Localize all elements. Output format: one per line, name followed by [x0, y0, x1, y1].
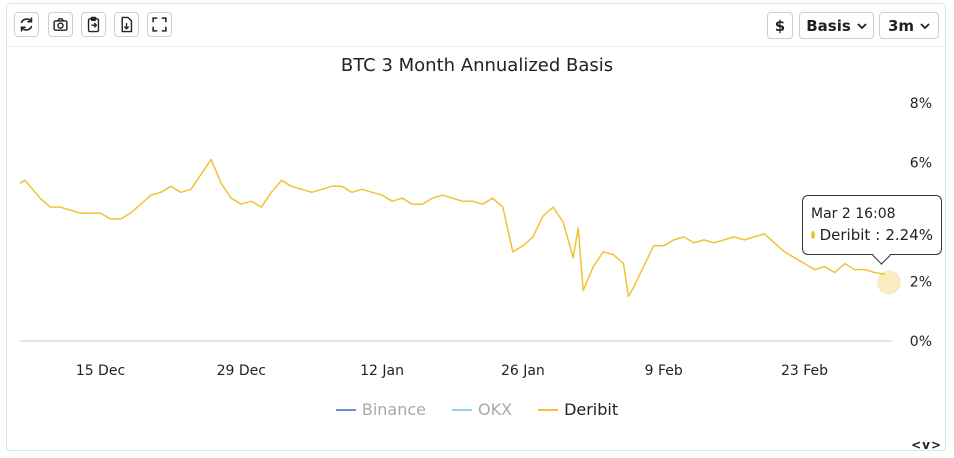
tooltip-series-dot [811, 231, 815, 239]
screenshot-button[interactable] [48, 12, 73, 37]
chevron-down-icon [857, 22, 867, 29]
legend-label: Binance [361, 400, 427, 419]
navigator-arrows[interactable]: <v> [911, 438, 942, 452]
chart-legend: Binance OKX Deribit [0, 400, 954, 419]
refresh-button[interactable] [14, 12, 39, 37]
metric-dropdown[interactable]: Basis [799, 12, 874, 39]
range-label: 3m [887, 16, 915, 35]
chart-panel: $ Basis 3m [6, 3, 946, 451]
data-tooltip: Mar 2 16:08 Deribit: 2.24% [802, 195, 942, 255]
download-file-icon [121, 16, 133, 33]
legend-item-binance[interactable]: Binance [335, 400, 427, 419]
x-tick-label: 29 Dec [217, 363, 266, 379]
metric-label: Basis [806, 16, 851, 35]
y-tick-label: 6% [910, 156, 932, 172]
x-tick-label: 12 Jan [360, 363, 404, 379]
y-tick-label: 8% [910, 96, 932, 112]
legend-item-okx[interactable]: OKX [452, 400, 512, 419]
tooltip-series-name: Deribit [819, 226, 871, 244]
tooltip-value: 2.24% [885, 226, 933, 244]
download-button[interactable] [114, 12, 139, 37]
legend-swatch [538, 408, 559, 411]
legend-label: OKX [478, 400, 513, 419]
chart-title: BTC 3 Month Annualized Basis [340, 55, 614, 76]
chart-toolbar: $ Basis 3m [7, 4, 945, 47]
x-tick-label: 26 Jan [501, 363, 545, 379]
y-tick-label: 0% [910, 334, 932, 350]
fullscreen-icon [152, 17, 167, 32]
currency-button[interactable]: $ [767, 12, 793, 39]
clipboard-icon [87, 16, 100, 33]
y-tick-label: 2% [910, 275, 932, 291]
legend-swatch [452, 408, 473, 411]
legend-label: Deribit [564, 400, 619, 419]
chevron-down-icon [920, 22, 930, 29]
x-tick-label: 23 Feb [781, 363, 828, 379]
legend-item-deribit[interactable]: Deribit [538, 400, 618, 419]
tooltip-time: Mar 2 16:08 [811, 206, 896, 222]
range-dropdown[interactable]: 3m [879, 12, 939, 39]
copy-button[interactable] [81, 12, 106, 37]
refresh-icon [20, 17, 33, 32]
x-tick-label: 9 Feb [645, 363, 683, 379]
legend-swatch [335, 408, 356, 411]
fullscreen-button[interactable] [147, 12, 172, 37]
series-line-deribit[interactable] [19, 158, 886, 298]
x-tick-label: 15 Dec [76, 363, 125, 379]
hover-point-marker [876, 270, 901, 295]
currency-label: $ [774, 16, 786, 35]
camera-icon [53, 18, 68, 31]
